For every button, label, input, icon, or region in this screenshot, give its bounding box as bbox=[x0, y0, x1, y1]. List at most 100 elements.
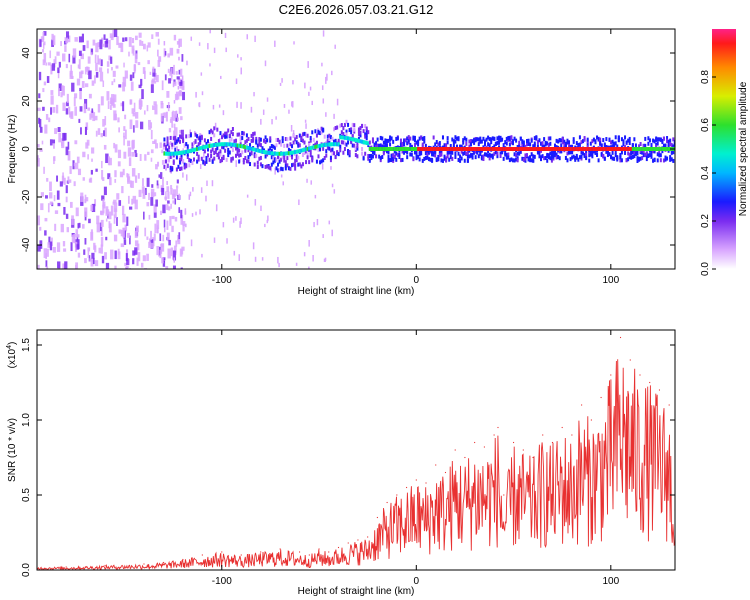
spectrogram-cell bbox=[109, 33, 114, 38]
spectrogram-cell bbox=[134, 247, 138, 255]
spectrogram-cell bbox=[174, 198, 177, 205]
spectrogram-cell bbox=[490, 140, 493, 145]
spectrogram-cell bbox=[166, 163, 169, 169]
spectrogram-cell bbox=[129, 180, 132, 188]
spectrogram-cell bbox=[620, 158, 623, 163]
spectrogram-cell bbox=[101, 160, 103, 169]
spectrogram-cell bbox=[592, 137, 595, 142]
spectrogram-cell bbox=[261, 146, 264, 151]
spectrogram-cell bbox=[616, 144, 619, 149]
spectrogram-cell bbox=[242, 131, 245, 136]
spectrogram-cell bbox=[289, 166, 292, 171]
spectrogram-cell bbox=[172, 136, 175, 141]
snr-y-tick-label: 0.5 bbox=[21, 488, 32, 502]
spectrogram-cell bbox=[54, 223, 57, 232]
spectrogram-cell bbox=[563, 139, 566, 144]
spectrogram-cell bbox=[306, 146, 309, 151]
spectrogram-cell bbox=[210, 153, 213, 158]
spectrogram-cell bbox=[477, 147, 480, 151]
spectrogram-cell bbox=[120, 243, 125, 248]
spectrogram-cell bbox=[113, 78, 116, 83]
spectrogram-cell bbox=[536, 140, 539, 145]
spectrogram-cell bbox=[549, 136, 552, 141]
spectrogram-cell bbox=[130, 81, 134, 91]
spectrogram-cell bbox=[466, 150, 469, 155]
snr-y-tick-label: 1.5 bbox=[21, 338, 32, 352]
spectrogram-cell bbox=[118, 42, 122, 48]
spectrogram-cell bbox=[211, 147, 214, 152]
spectrogram-cell bbox=[159, 142, 162, 148]
spectrogram-cell bbox=[582, 147, 585, 151]
spectrogram-cell bbox=[295, 135, 298, 140]
spectrogram-cell bbox=[253, 162, 256, 167]
spectrogram-cell bbox=[96, 215, 100, 225]
spectrogram-cell bbox=[114, 250, 117, 260]
spectrogram-cell bbox=[424, 143, 427, 148]
spectrogram-cell bbox=[48, 192, 53, 199]
spectrogram-cell bbox=[389, 137, 392, 142]
spectrogram-cell bbox=[348, 153, 351, 158]
spectrogram-cell bbox=[141, 89, 144, 100]
spectrogram-cell bbox=[51, 39, 54, 47]
spectrogram-cell bbox=[69, 165, 72, 174]
spectrogram-cell bbox=[209, 63, 211, 67]
spectrogram-cell bbox=[314, 129, 317, 134]
spectrogram-cell bbox=[144, 187, 147, 196]
spectrogram-cell bbox=[611, 150, 614, 155]
spectrogram-cell bbox=[173, 245, 177, 253]
spectrogram-cell bbox=[104, 40, 108, 48]
spectrogram-cell bbox=[535, 147, 538, 151]
spectrogram-cell bbox=[160, 100, 164, 105]
spectrogram-cell bbox=[139, 153, 142, 162]
spectrogram-cell bbox=[336, 150, 339, 155]
spectrogram-cell bbox=[656, 152, 659, 157]
spectrogram-cell bbox=[250, 146, 253, 151]
snr-point bbox=[668, 404, 670, 406]
spectrogram-cell bbox=[518, 151, 521, 156]
spectrogram-cell bbox=[571, 144, 574, 149]
spectrogram-cell bbox=[82, 177, 85, 181]
spectrogram-cell bbox=[174, 138, 177, 143]
spectrogram-cell bbox=[178, 90, 183, 97]
spectrogram-cell bbox=[71, 82, 75, 92]
spectrogram-cell bbox=[664, 155, 667, 160]
spectrogram-cell bbox=[560, 149, 563, 154]
spectrogram-cell bbox=[613, 143, 616, 148]
spectrogram-cell bbox=[315, 159, 318, 164]
spectrogram-cell bbox=[215, 204, 218, 212]
spectrogram-cell bbox=[77, 64, 80, 69]
spectrogram-cell bbox=[185, 174, 188, 181]
spectrogram-cell bbox=[401, 149, 404, 154]
spectrogram-cell bbox=[304, 82, 306, 89]
spectrogram-cell bbox=[462, 147, 465, 151]
spectrogram-cell bbox=[42, 43, 45, 49]
spectrogram-cell bbox=[124, 114, 127, 120]
spectrogram-cell bbox=[156, 220, 160, 230]
spectrogram-cell bbox=[73, 181, 76, 187]
spectrogram-cell bbox=[331, 147, 334, 152]
spectrogram-cell bbox=[432, 152, 435, 157]
spectrogram-cell bbox=[356, 144, 359, 149]
spectrogram-cell bbox=[471, 152, 474, 157]
spectrogram-cell bbox=[185, 149, 188, 154]
colorbar-gradient bbox=[712, 29, 736, 269]
spectrogram-cell bbox=[306, 152, 309, 157]
spectrogram-cell bbox=[669, 157, 672, 162]
snr-point bbox=[386, 501, 388, 504]
spectrogram-cell bbox=[322, 234, 324, 238]
spectrogram-cell bbox=[55, 104, 59, 114]
spectrogram-cell bbox=[50, 95, 54, 105]
spectrogram-cell bbox=[245, 145, 248, 150]
spectrogram-cell bbox=[270, 151, 273, 156]
spectrogram-cell bbox=[488, 137, 491, 142]
spectrogram-cell bbox=[322, 98, 325, 104]
spectrogram-cell bbox=[427, 150, 430, 155]
spectrogram-cell bbox=[129, 74, 133, 81]
spectrogram-cell bbox=[132, 112, 136, 117]
spectrogram-cell bbox=[564, 141, 567, 146]
spectrogram-cell bbox=[533, 147, 536, 151]
spectrogram-cell bbox=[42, 106, 45, 111]
spectrogram-cell bbox=[59, 181, 63, 187]
spectrogram-cell bbox=[241, 130, 244, 135]
spectrogram-cell bbox=[438, 147, 441, 151]
